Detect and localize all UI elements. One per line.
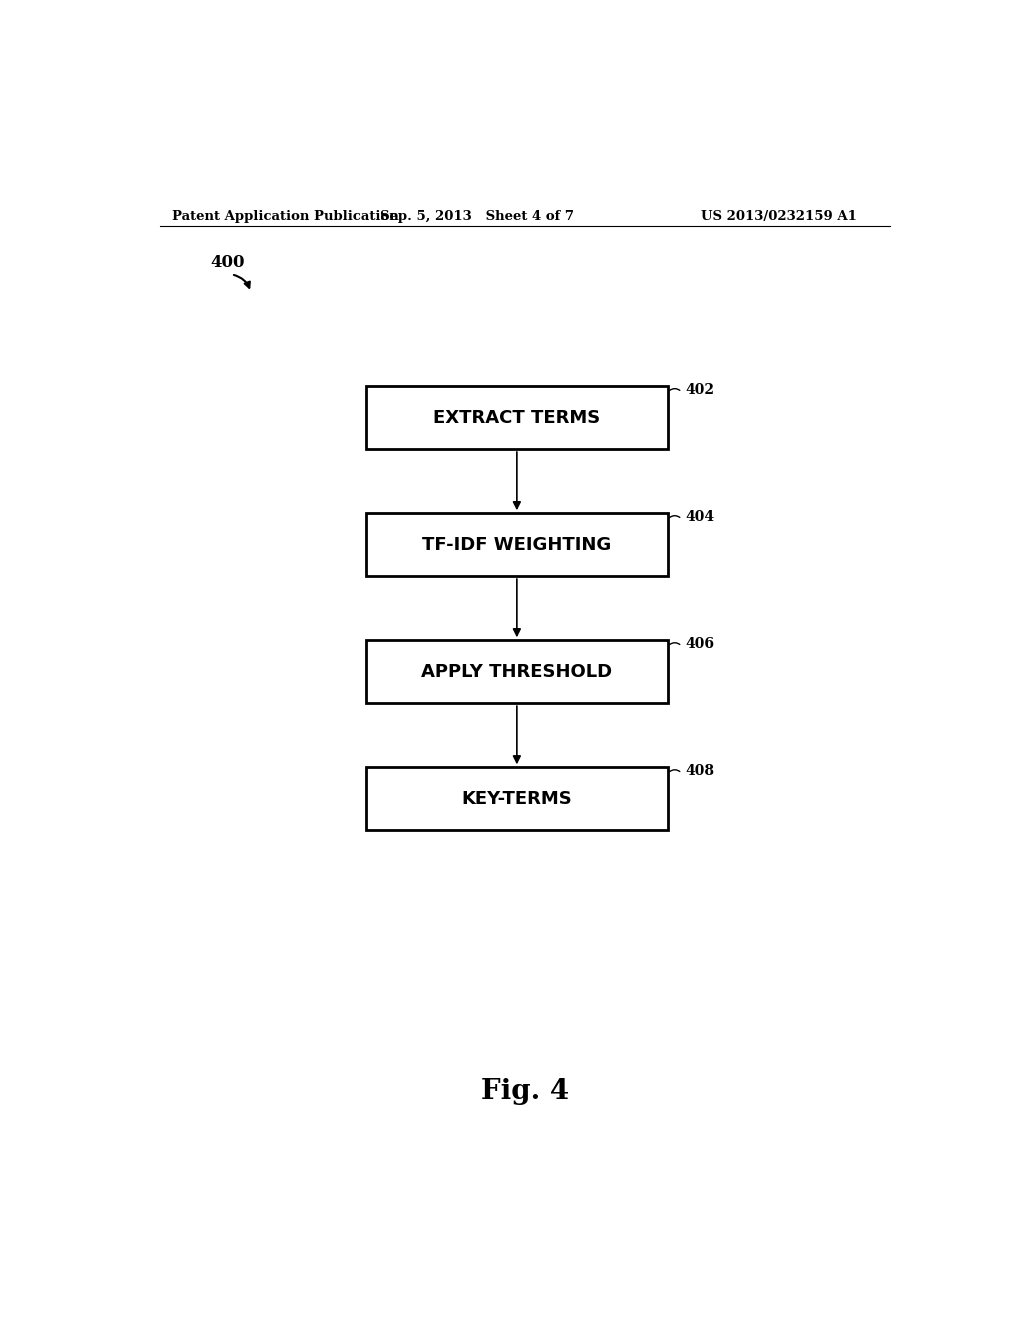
Bar (367, 513, 668, 576)
Text: US 2013/0232159 A1: US 2013/0232159 A1 (700, 210, 857, 223)
Text: 402: 402 (685, 383, 714, 397)
Bar (367, 767, 668, 830)
Text: Fig. 4: Fig. 4 (480, 1078, 569, 1105)
Text: APPLY THRESHOLD: APPLY THRESHOLD (421, 663, 612, 681)
Text: Patent Application Publication: Patent Application Publication (172, 210, 398, 223)
Text: EXTRACT TERMS: EXTRACT TERMS (433, 409, 600, 426)
Text: TF-IDF WEIGHTING: TF-IDF WEIGHTING (422, 536, 611, 553)
Bar (367, 385, 668, 449)
Bar (367, 640, 668, 704)
Text: KEY-TERMS: KEY-TERMS (462, 789, 572, 808)
Text: Sep. 5, 2013   Sheet 4 of 7: Sep. 5, 2013 Sheet 4 of 7 (380, 210, 574, 223)
Text: 404: 404 (685, 510, 714, 524)
Text: 406: 406 (685, 638, 714, 651)
Text: 400: 400 (210, 253, 245, 271)
Text: 408: 408 (685, 764, 714, 779)
